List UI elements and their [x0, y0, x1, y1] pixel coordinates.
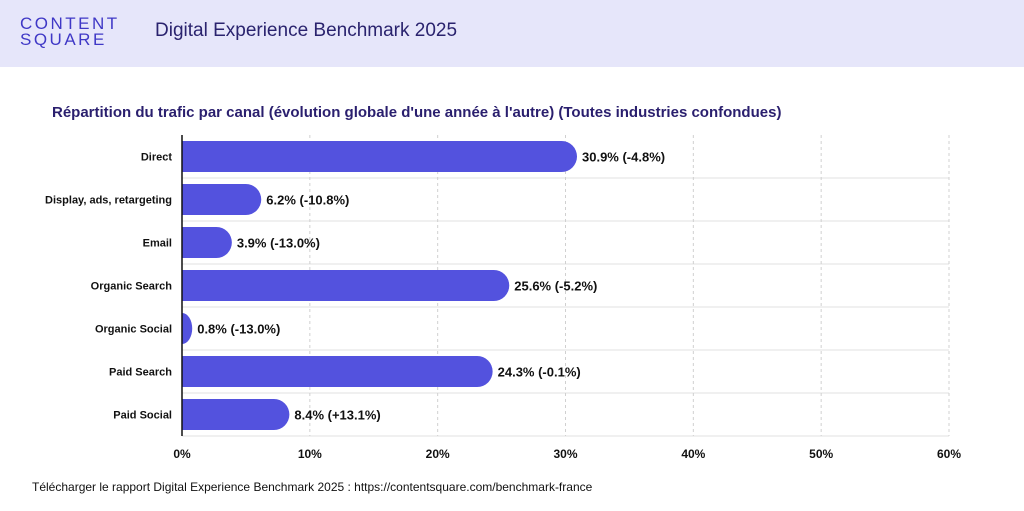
x-tick-label: 60% [937, 447, 961, 461]
y-category-label: Organic Search [91, 281, 173, 293]
bar-paid-search [182, 356, 493, 387]
bar-data-label: 3.9% (-13.0%) [237, 236, 320, 251]
bar-display-ads-retargeting [182, 184, 262, 215]
x-tick-label: 0% [173, 447, 191, 461]
bar-organic-social [182, 313, 193, 344]
y-category-label: Organic Social [95, 324, 172, 336]
bar-data-label: 24.3% (-0.1%) [498, 365, 581, 380]
logo-line-1: CONTENT [20, 14, 120, 33]
header-title: Digital Experience Benchmark 2025 [155, 20, 458, 41]
x-tick-label: 10% [298, 447, 322, 461]
bar-direct [182, 141, 578, 172]
y-category-label: Direct [141, 152, 173, 164]
bar-data-label: 8.4% (+13.1%) [294, 408, 380, 423]
x-tick-label: 40% [681, 447, 705, 461]
bar-data-label: 30.9% (-4.8%) [582, 150, 665, 165]
logo-line-2: SQUARE [20, 30, 107, 49]
header-banner: CONTENT SQUARE Digital Experience Benchm… [0, 0, 1024, 67]
contentsquare-logo[interactable]: CONTENT SQUARE [20, 14, 120, 49]
bar-data-label: 0.8% (-13.0%) [197, 322, 280, 337]
bar-paid-social [182, 399, 290, 430]
bar-data-label: 6.2% (-10.8%) [266, 193, 349, 208]
footer-download-text[interactable]: Télécharger le rapport Digital Experienc… [32, 480, 593, 494]
x-tick-label: 50% [809, 447, 833, 461]
bar-data-label: 25.6% (-5.2%) [514, 279, 597, 294]
chart-title: Répartition du trafic par canal (évoluti… [52, 104, 782, 121]
bar-email [182, 227, 232, 258]
y-category-label: Email [143, 238, 172, 250]
x-tick-label: 30% [553, 447, 577, 461]
y-category-label: Display, ads, retargeting [45, 195, 172, 207]
bar-organic-search [182, 270, 510, 301]
y-category-label: Paid Social [113, 410, 172, 422]
x-tick-label: 20% [426, 447, 450, 461]
y-category-label: Paid Search [109, 367, 172, 379]
